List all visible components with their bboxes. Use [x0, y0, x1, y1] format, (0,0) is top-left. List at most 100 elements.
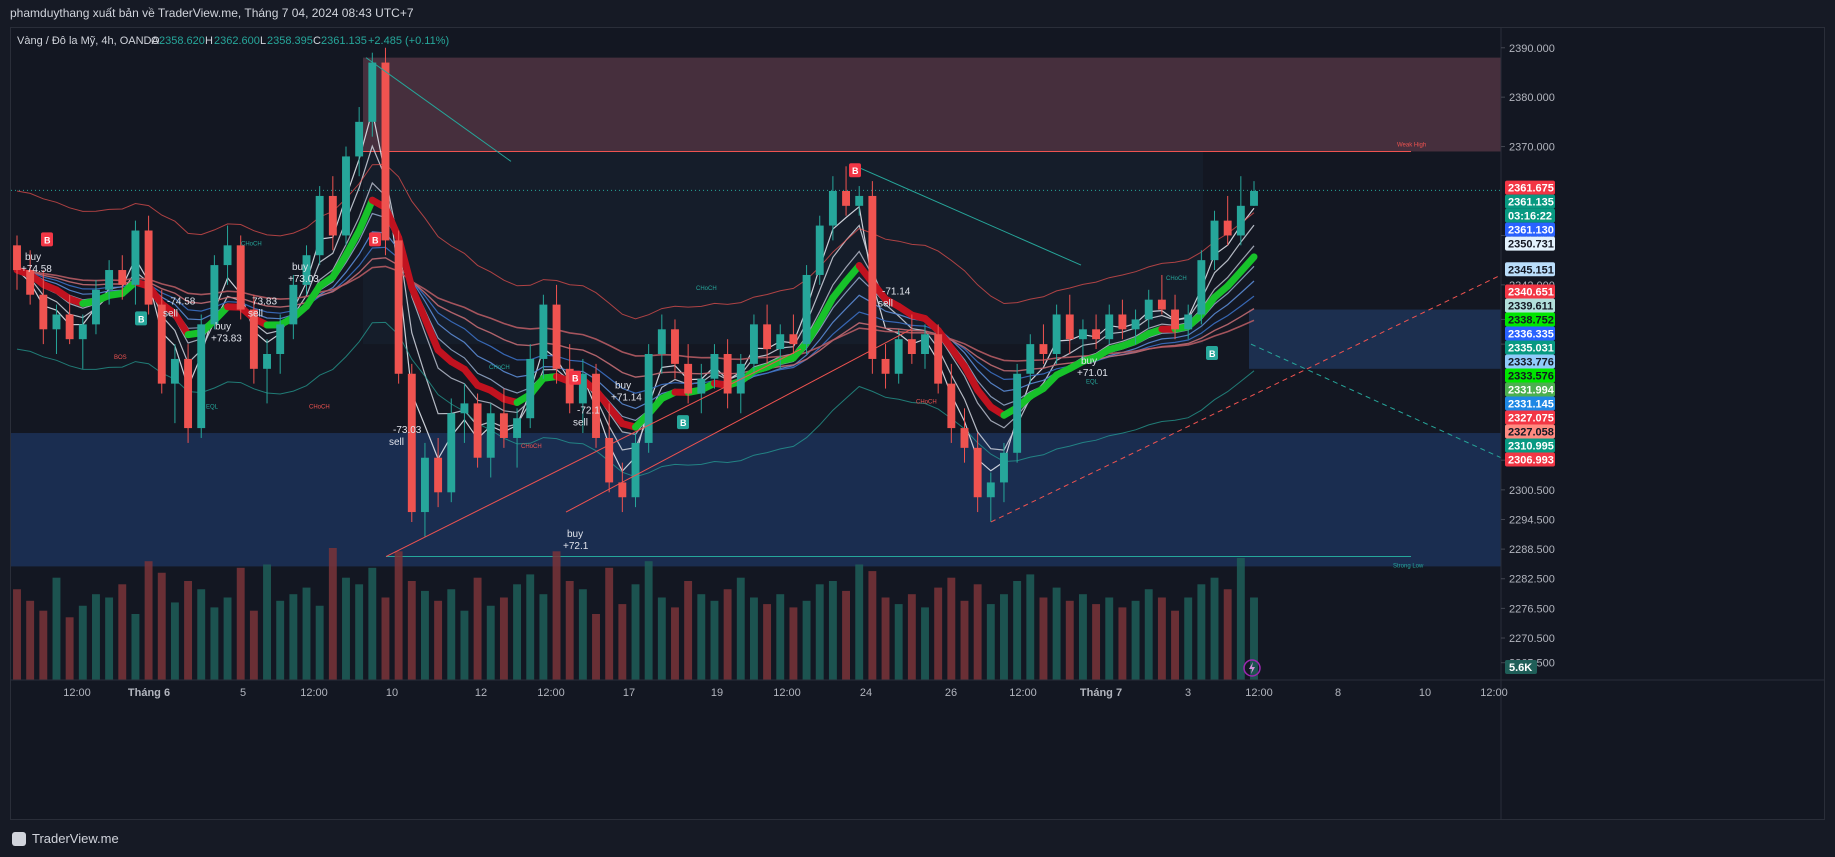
candle-body [447, 413, 456, 493]
signal-badge-box [677, 415, 689, 430]
candle [828, 176, 837, 241]
volume-bar [631, 584, 640, 680]
lightning-icon-bolt [1249, 662, 1255, 674]
legend-low-label: L [260, 35, 266, 47]
y-tick-label: 2380.000 [1509, 92, 1555, 104]
candle [486, 403, 495, 478]
price-tag: 2333.776 [1505, 354, 1555, 369]
volume-bar [1131, 600, 1140, 680]
candle-body [947, 383, 956, 429]
candle-body [394, 240, 403, 374]
trend-ribbon-segment [816, 294, 837, 326]
volume-bar [1105, 597, 1114, 680]
volume-bar [184, 581, 193, 680]
candle [1039, 324, 1048, 364]
price-tag: 2327.058 [1505, 424, 1555, 439]
price-tag-text: 2338.752 [1508, 315, 1554, 327]
candle-body [276, 324, 285, 354]
signal-badge: B [569, 370, 581, 385]
candle-body [170, 358, 179, 384]
candle [881, 344, 890, 389]
volume-bar [276, 600, 285, 680]
candle [1236, 176, 1245, 246]
y-tick-label: 2294.500 [1509, 514, 1555, 526]
candle-body [249, 309, 258, 369]
candle-body [355, 121, 364, 157]
candle [184, 344, 193, 443]
demand-zone [11, 433, 1501, 567]
x-tick-label: Tháng 7 [1080, 687, 1122, 699]
volume-bar [789, 607, 798, 680]
signal-label-line1: buy [215, 321, 231, 332]
candle [618, 462, 627, 513]
volume-bar [934, 587, 943, 680]
volume-bar [842, 590, 851, 680]
trend-line [565, 328, 912, 513]
candle [1118, 299, 1127, 340]
candle [960, 408, 969, 463]
y-tick-label: 2390.000 [1509, 43, 1555, 55]
candle [1078, 319, 1087, 359]
volume-bar [1026, 574, 1035, 680]
chart-panel[interactable]: Weak High Strong Low CHoCH BOS EQL CHoCH CHoC… [10, 27, 1825, 820]
volume-bar [907, 594, 916, 680]
candle [144, 215, 153, 315]
volume-bar [1039, 597, 1048, 680]
volume-bar [539, 594, 548, 680]
x-tick-label: 19 [711, 687, 723, 699]
candle-body [960, 428, 969, 448]
candle [1000, 442, 1008, 503]
supply-zone [363, 57, 1501, 152]
signal-label-line1: -71.14 [882, 287, 911, 298]
candle-body [368, 62, 377, 122]
candle [842, 166, 851, 216]
candle [657, 314, 666, 374]
volume-bar [828, 581, 837, 680]
x-tick-label: 3 [1185, 687, 1191, 699]
price-tag-text: 2350.731 [1508, 239, 1554, 251]
price-tag-text: 2331.994 [1508, 385, 1555, 397]
y-tick-label: 2300.500 [1509, 485, 1555, 497]
candle [868, 181, 877, 374]
volume-bar [1250, 597, 1258, 680]
candle [723, 339, 732, 409]
price-tag: 2331.145 [1505, 396, 1555, 411]
moving-average-8 [16, 265, 1255, 362]
candle [1052, 304, 1061, 364]
candle-body [473, 403, 482, 458]
price-chart[interactable]: Weak High Strong Low CHoCH BOS EQL CHoCH CHoC… [11, 28, 1824, 819]
candle [749, 314, 758, 374]
candle-body [13, 245, 21, 271]
candle-body [263, 354, 271, 369]
candle [947, 363, 956, 443]
candle [210, 255, 219, 330]
brand-name: TraderView.me [32, 831, 119, 846]
volume-bar [1171, 610, 1179, 680]
candle [368, 52, 377, 137]
signal-label-line2: +73.83 [211, 333, 242, 344]
volume-bar [973, 584, 982, 680]
candle [249, 294, 258, 384]
volume-bar [881, 597, 890, 680]
moving-average-6 [16, 246, 1255, 394]
footer-bar: TraderView.me [0, 820, 1835, 857]
brand-logo[interactable]: TraderView.me [12, 831, 119, 846]
candle [986, 472, 995, 522]
volume-bar [763, 604, 772, 680]
candle [473, 393, 482, 468]
signal-label-line2: sell [248, 309, 263, 320]
signal-badge-text: B [1209, 349, 1216, 359]
volume-bar [289, 594, 298, 680]
candle-body [236, 245, 245, 310]
volume-bar [947, 577, 956, 680]
x-tick-label: 12 [475, 687, 487, 699]
volume-tag-text: 5.6K [1509, 662, 1532, 674]
candle [65, 294, 74, 345]
candle [1013, 363, 1022, 463]
candle-body [105, 270, 114, 290]
price-tag-text: 2310.995 [1508, 441, 1554, 453]
lightning-icon[interactable] [1243, 659, 1261, 677]
y-tick: 2276.500 [1501, 603, 1555, 615]
signal-badge-box [41, 232, 53, 247]
candle [1250, 181, 1258, 206]
